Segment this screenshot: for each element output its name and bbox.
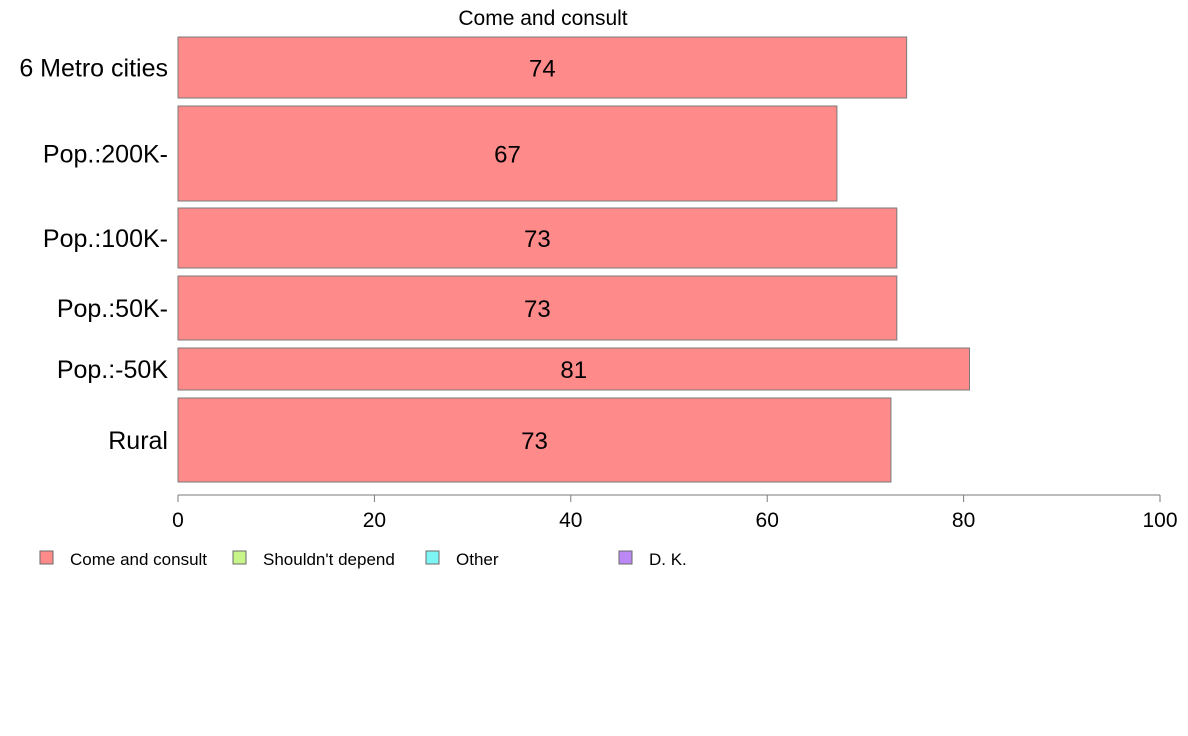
- bar-4: [177, 347, 970, 391]
- legend-swatch-3: [618, 550, 633, 565]
- category-label-2: Pop.:100K-: [43, 225, 168, 253]
- bar-value-label-4: 81: [560, 357, 587, 384]
- x-axis: 0 20 40 60 80 100: [172, 494, 1178, 532]
- bar-value-label-0: 74: [529, 56, 556, 83]
- bar-0: [177, 36, 908, 99]
- bar-value-label-2: 73: [524, 226, 551, 253]
- x-tick-label-3: 60: [756, 509, 779, 532]
- x-tick-label-2: 40: [559, 509, 582, 532]
- x-tick-label-4: 80: [952, 509, 975, 532]
- bar-2: [177, 207, 898, 269]
- bars-layer: 74 6 Metro cities 67 Pop.:200K- 73 Pop.:100K-…: [19, 36, 970, 483]
- category-label-3: Pop.:50K-: [57, 295, 168, 323]
- legend-label-3: D. K.: [649, 550, 687, 569]
- legend-swatch-2: [425, 550, 440, 565]
- x-tick-label-5: 100: [1142, 509, 1177, 532]
- bar-value-label-1: 67: [494, 142, 521, 169]
- category-label-1: Pop.:200K-: [43, 141, 168, 169]
- bar-value-label-3: 73: [524, 296, 551, 323]
- chart-title: Come and consult: [458, 7, 627, 30]
- legend-swatch-1: [232, 550, 247, 565]
- bar-1: [177, 105, 838, 202]
- bar-5: [177, 397, 892, 483]
- category-label-4: Pop.:-50K: [57, 356, 169, 384]
- category-label-5: Rural: [108, 427, 168, 455]
- legend-label-0: Come and consult: [70, 550, 207, 569]
- legend-swatch-0: [39, 550, 54, 565]
- bar-3: [177, 275, 898, 341]
- x-tick-label-0: 0: [172, 509, 184, 532]
- legend: Come and consult Shouldn't depend Other D. …: [39, 550, 687, 569]
- x-tick-label-1: 20: [363, 509, 386, 532]
- category-label-0: 6 Metro cities: [19, 55, 168, 83]
- legend-label-2: Other: [456, 550, 499, 569]
- legend-label-1: Shouldn't depend: [263, 550, 395, 569]
- bar-value-label-5: 73: [521, 428, 548, 455]
